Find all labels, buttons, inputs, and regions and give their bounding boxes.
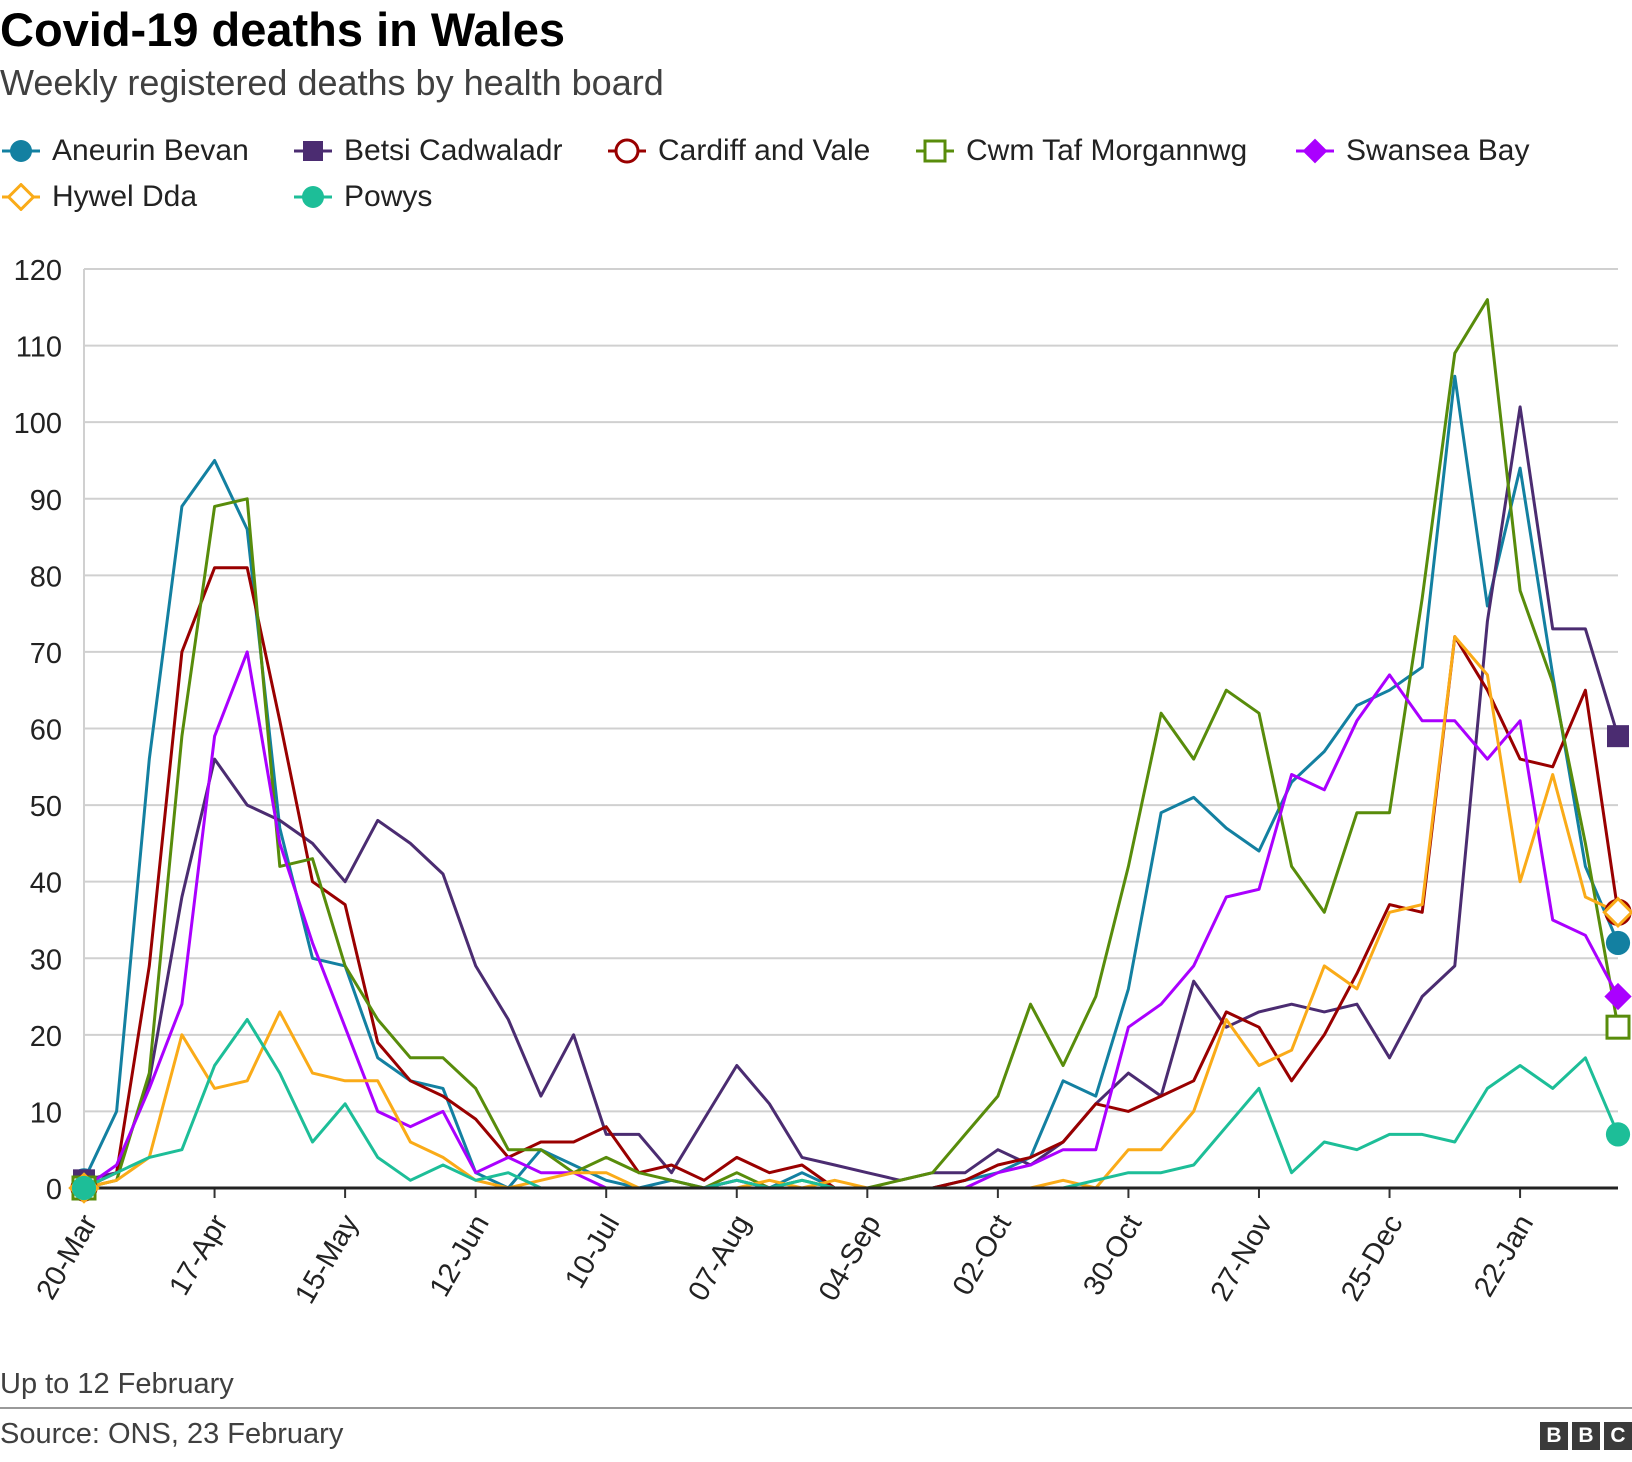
x-tick-label: 02-Oct: [947, 1210, 1018, 1301]
series-line-powys: [82, 1018, 1620, 1190]
x-tick-label: 07-Aug: [682, 1210, 756, 1307]
y-tick-label: 120: [14, 255, 62, 287]
legend-key-icon: [916, 139, 954, 163]
x-tick-label: 22-Jan: [1468, 1210, 1540, 1303]
legend-item: Swansea Bay: [1294, 134, 1529, 168]
legend-key-icon: [2, 183, 40, 211]
legend-item: Cwm Taf Morgannwg: [914, 134, 1247, 168]
y-tick-label: 20: [30, 1021, 62, 1053]
legend-item: Powys: [292, 180, 432, 214]
x-tick-label: 04-Sep: [813, 1210, 887, 1307]
legend: Aneurin Bevan Betsi Cadwaladr Cardiff and …: [0, 134, 1632, 224]
series-line-cardiff-and-vale: [82, 566, 1620, 1190]
y-tick-label: 110: [16, 332, 62, 364]
legend-item: Aneurin Bevan: [0, 134, 249, 168]
y-tick-label: 80: [30, 561, 62, 593]
y-tick-label: 30: [30, 944, 62, 976]
legend-label: Betsi Cadwaladr: [344, 134, 563, 167]
y-tick-label: 50: [30, 791, 62, 823]
legend-key-icon: [1296, 138, 1334, 164]
end-marker-cwm-taf-morgannwg: [1605, 1014, 1631, 1040]
y-tick-label: 0: [46, 1174, 62, 1206]
legend-key-icon: [608, 138, 646, 164]
x-tick-label: 12-Jun: [424, 1210, 496, 1303]
legend-key-icon: [2, 140, 40, 162]
legend-label: Cwm Taf Morgannwg: [966, 134, 1248, 167]
legend-item: Betsi Cadwaladr: [292, 134, 562, 168]
bbc-logo: B B C: [1540, 1422, 1632, 1450]
logo-letter: B: [1572, 1422, 1600, 1450]
y-tick-label: 70: [30, 638, 62, 670]
legend-label: Swansea Bay: [1346, 134, 1530, 167]
source-note: Source: ONS, 23 February: [0, 1418, 344, 1450]
logo-letter: B: [1540, 1422, 1568, 1450]
legend-label: Hywel Dda: [52, 180, 198, 213]
x-tick-label: 25-Dec: [1335, 1210, 1409, 1307]
end-marker-aneurin-bevan: [1605, 930, 1631, 956]
x-tick-label: 27-Nov: [1205, 1209, 1280, 1306]
x-tick-label: 30-Oct: [1077, 1210, 1148, 1301]
series-line-betsi-cadwaladr: [82, 405, 1620, 1182]
legend-item: Hywel Dda: [0, 180, 197, 214]
line-chart: 0 10 20 30 40 50 60 70 80 90 100 110 120 20-Mar 17-Apr…: [14, 255, 1632, 1309]
footer-divider: [0, 1407, 1632, 1409]
y-tick-label: 90: [30, 485, 62, 517]
y-tick-label: 60: [30, 715, 62, 747]
legend-label: Aneurin Bevan: [52, 134, 249, 167]
chart-title: Covid-19 deaths in Wales: [0, 3, 566, 56]
logo-letter: C: [1604, 1422, 1632, 1450]
start-marker-powys: [71, 1175, 97, 1201]
end-marker-swansea-bay: [1604, 982, 1632, 1011]
legend-label: Cardiff and Vale: [658, 134, 871, 167]
series-line-hywel-dda: [82, 635, 1620, 1190]
x-tick-label: 20-Mar: [30, 1209, 104, 1305]
y-tick-label: 10: [30, 1097, 62, 1129]
y-tick-label: 40: [30, 868, 62, 900]
series-line-swansea-bay: [82, 650, 1620, 1190]
chart-subtitle: Weekly registered deaths by health board: [0, 62, 664, 103]
x-tick-label: 17-Apr: [163, 1209, 234, 1301]
footnote: Up to 12 February: [0, 1368, 234, 1400]
legend-key-icon: [294, 186, 332, 208]
y-tick-label: 100: [14, 408, 62, 440]
x-tick-label: 10-Jul: [559, 1210, 626, 1294]
legend-label: Powys: [344, 180, 433, 213]
x-tick-label: 15-May: [289, 1209, 365, 1309]
end-marker-hywel-dda: [1602, 896, 1632, 929]
end-marker-betsi-cadwaladr: [1607, 725, 1629, 748]
end-marker-powys: [1605, 1122, 1631, 1147]
legend-key-icon: [294, 141, 332, 161]
legend-item: Cardiff and Vale: [606, 134, 870, 168]
